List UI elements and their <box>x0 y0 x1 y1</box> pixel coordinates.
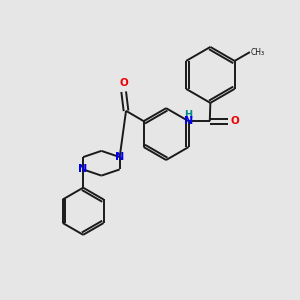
Text: CH₃: CH₃ <box>251 48 265 57</box>
Text: N: N <box>184 116 193 126</box>
Text: O: O <box>230 116 239 126</box>
Text: N: N <box>78 164 88 174</box>
Text: N: N <box>115 152 124 162</box>
Text: O: O <box>119 78 128 88</box>
Text: H: H <box>184 110 193 120</box>
